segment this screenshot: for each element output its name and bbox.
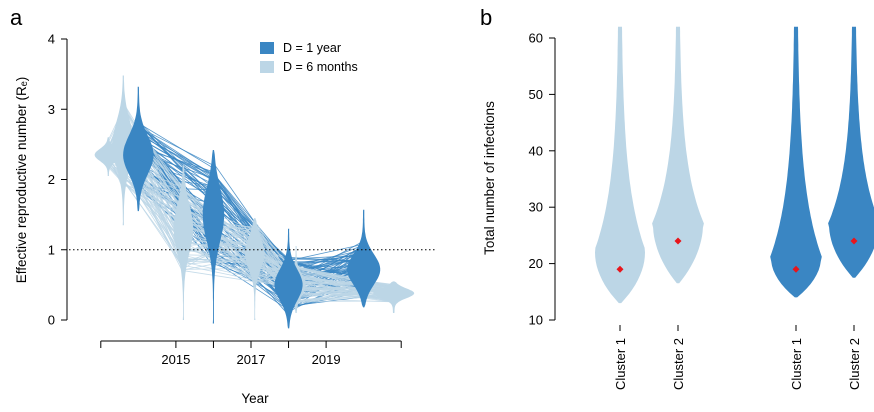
a-y-tick-label: 2	[48, 172, 55, 187]
a-violins	[94, 75, 415, 329]
a-y-tick-label: 3	[48, 102, 55, 117]
a-y-tick-label: 1	[48, 242, 55, 257]
b-x-tick-label-1: Cluster 2	[671, 338, 686, 390]
a-x-tick-label: 2017	[237, 352, 266, 367]
a-violin-0-3	[347, 209, 381, 308]
a-trajectory-0-58	[136, 129, 366, 268]
a-violin-0-0	[123, 86, 154, 212]
b-y-tick-label: 10	[529, 313, 543, 328]
b-violin-1-0	[770, 26, 822, 298]
b-y-tick-label: 50	[529, 87, 543, 102]
panel-a-label: a	[10, 5, 23, 30]
b-violins	[595, 26, 874, 304]
a-x-axis: 2015 2017 2019	[100, 340, 402, 367]
a-trajectory-0-45	[135, 133, 366, 268]
b-mean-marker-0	[616, 265, 624, 273]
b-y-tick-label: 60	[529, 31, 543, 46]
b-x-axis: Cluster 1 Cluster 2 Cluster 1 Cluster 2	[613, 325, 862, 390]
panel-b-label: b	[480, 5, 492, 30]
a-x-tick-label: 2015	[161, 352, 190, 367]
b-violin-1-1	[828, 26, 874, 278]
b-x-tick-label-3: Cluster 2	[847, 338, 862, 390]
b-violin-0-0	[595, 26, 645, 304]
a-y-axis-title: Effective reproductive number (Rₑ)	[14, 77, 29, 284]
a-violin-1-1	[112, 75, 134, 226]
legend-label-d1year: D = 1 year	[283, 41, 341, 55]
a-y-axis: 0 1 2 3 4	[48, 32, 68, 328]
a-y-tick-label: 4	[48, 32, 55, 47]
a-violin-1-3	[245, 218, 265, 320]
b-y-tick-label: 30	[529, 200, 543, 215]
a-x-axis-title: Year	[241, 391, 269, 406]
a-violin-0-1	[202, 150, 225, 324]
b-mean-marker-2	[792, 265, 800, 273]
legend-label-d6months: D = 6 months	[283, 60, 358, 74]
a-violin-0-2	[274, 228, 303, 329]
b-y-tick-label: 20	[529, 256, 543, 271]
b-y-axis: 10 20 30 40 50 60	[529, 31, 556, 328]
b-x-tick-label-2: Cluster 1	[789, 338, 804, 390]
b-y-axis-title: Total number of infections	[482, 101, 497, 255]
b-y-tick-label: 40	[529, 143, 543, 158]
a-legend: D = 1 year D = 6 months	[260, 41, 358, 74]
b-violin-0-1	[652, 26, 704, 284]
a-y-tick-label: 0	[48, 313, 55, 328]
a-violin-1-2	[173, 165, 194, 320]
panel-a: a 0 1 2 3 4 2015 2017 2019 Effective reproduct…	[10, 5, 435, 406]
b-mean-marker-3	[850, 237, 858, 245]
a-x-tick-label: 2019	[312, 352, 341, 367]
b-mean-marker-1	[674, 237, 682, 245]
a-trajectory-0-25	[140, 132, 365, 260]
legend-swatch-d1year	[260, 42, 274, 54]
a-violin-1-0	[94, 137, 122, 176]
legend-swatch-d6months	[260, 61, 274, 73]
a-violin-1-5	[373, 281, 415, 313]
b-x-tick-label-0: Cluster 1	[613, 338, 628, 390]
